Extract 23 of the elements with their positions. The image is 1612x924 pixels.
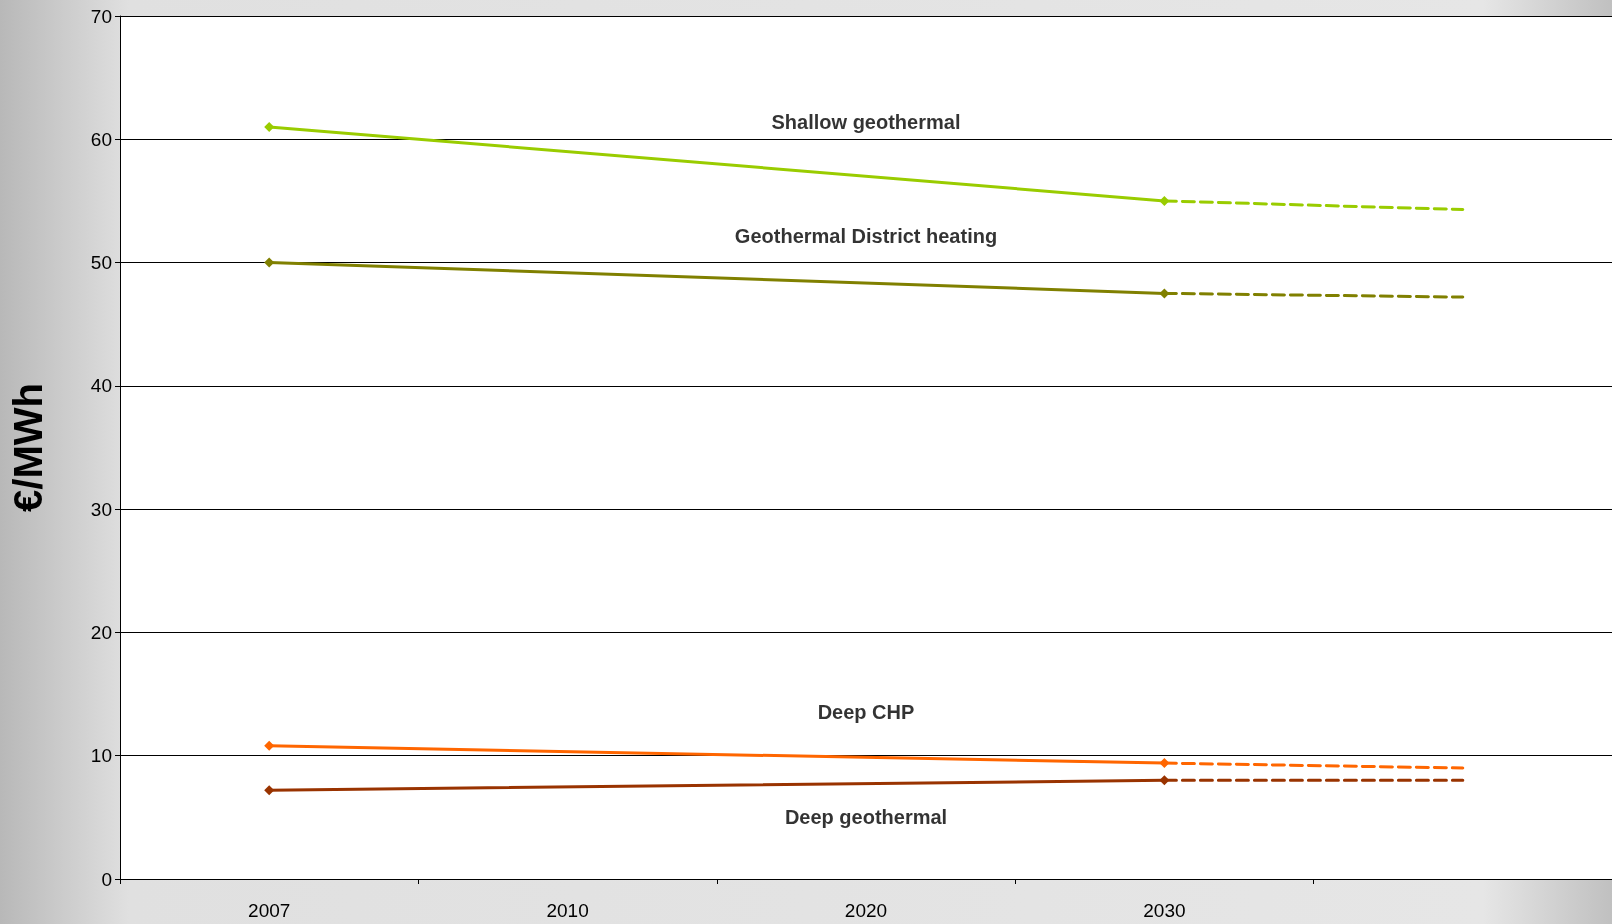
- point: [264, 785, 275, 796]
- y-axis-title: €/MWh: [6, 383, 50, 512]
- x-tick-label: 2030: [1143, 900, 1186, 921]
- y-tick-label: 40: [90, 375, 112, 397]
- y-tick-label: 60: [90, 128, 112, 150]
- series-label: Deep CHP: [817, 701, 915, 724]
- x-tick-label: 2020: [844, 900, 888, 921]
- y-tick-label: 50: [90, 252, 112, 274]
- y-tick-label: 70: [90, 5, 112, 27]
- series-label: Deep geothermal: [784, 806, 948, 829]
- y-tick-label: 20: [90, 621, 112, 643]
- point: [264, 257, 275, 268]
- x-tick-label: 2010: [546, 900, 589, 921]
- x-tick-label: 2007: [248, 900, 291, 921]
- series-label: Shallow geothermal: [771, 110, 961, 133]
- y-tick-label: 0: [101, 868, 112, 890]
- point: [264, 740, 275, 751]
- point: [1159, 758, 1170, 769]
- series-label: Geothermal District heating: [734, 224, 998, 247]
- point: [1159, 195, 1170, 206]
- y-tick-label: 30: [90, 498, 112, 520]
- y-tick-label: 10: [90, 745, 112, 767]
- point: [1159, 775, 1170, 786]
